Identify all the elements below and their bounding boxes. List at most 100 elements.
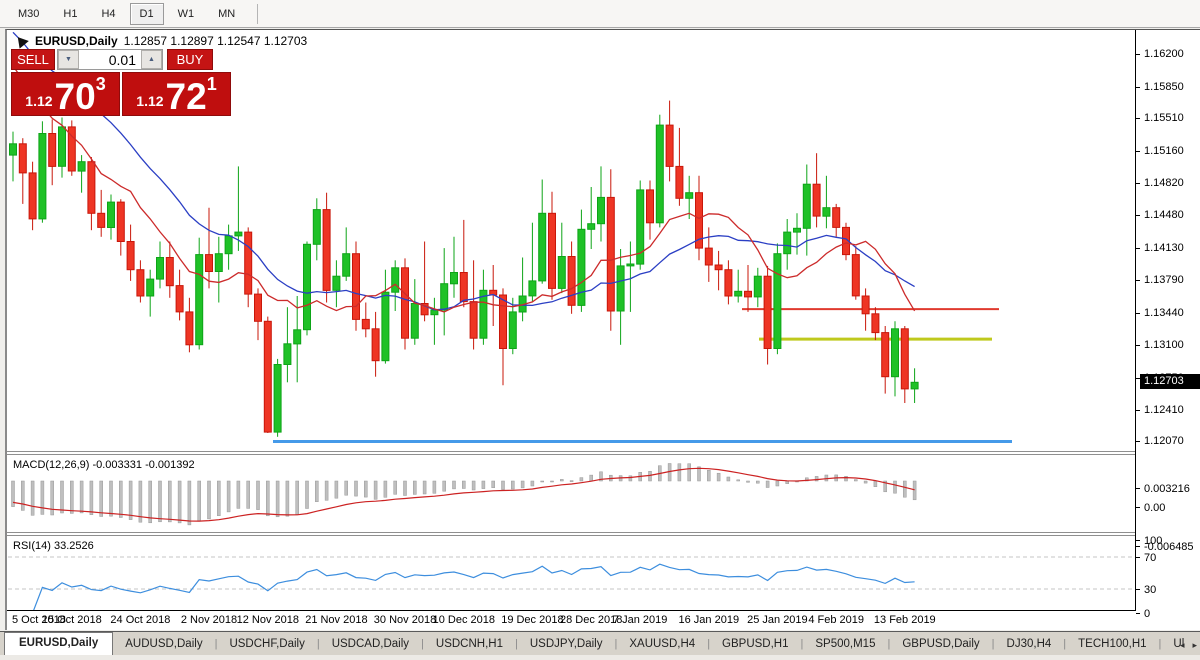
pane-separator[interactable] xyxy=(7,451,1135,455)
price-chart-pane[interactable] xyxy=(8,31,1135,451)
tab-separator: | xyxy=(707,638,711,650)
date-label: 13 Feb 2019 xyxy=(873,614,936,626)
price-axis-label: 1.14130 xyxy=(1144,242,1184,255)
date-label: 7 Jan 2019 xyxy=(612,614,668,626)
chart-symbol-period: EURUSD,Daily xyxy=(35,34,118,48)
macd-axis-tick xyxy=(1136,545,1140,547)
chart-tab-sp500-m15[interactable]: SP500,M15 xyxy=(815,638,876,650)
tab-separator: | xyxy=(800,638,804,650)
price-axis[interactable]: 1.12703 1.16200 1.15850 1.15510 1.15160 1.14… xyxy=(1136,30,1200,620)
price-axis-label: 1.13790 xyxy=(1144,273,1184,286)
sell-price-sup: 3 xyxy=(95,74,106,94)
x-axis-line xyxy=(7,610,1135,611)
chart-tab-usdcnh-h1[interactable]: USDCNH,H1 xyxy=(435,638,503,650)
buy-price-small: 1.12 xyxy=(136,93,164,109)
chart-tab-usdchf-daily[interactable]: USDCHF,Daily xyxy=(229,638,305,650)
chart-tab-xauusd-h4[interactable]: XAUUSD,H4 xyxy=(629,638,696,650)
tab-separator: | xyxy=(421,638,424,650)
price-axis-tick xyxy=(1136,215,1140,217)
volume-decrease-button[interactable]: ▼ xyxy=(58,50,79,69)
macd-indicator-pane[interactable] xyxy=(8,455,1135,532)
price-axis-tick xyxy=(1136,53,1140,55)
price-axis-label: 1.13100 xyxy=(1144,338,1184,351)
macd-axis-tick xyxy=(1136,507,1140,508)
price-axis-label: 1.14820 xyxy=(1144,177,1184,190)
rsi-axis-tick xyxy=(1136,540,1140,541)
price-axis-label: 1.14480 xyxy=(1144,209,1184,222)
chart-tab-audusd-daily[interactable]: AUDUSD,Daily xyxy=(125,638,203,650)
date-label: 19 Dec 2018 xyxy=(501,614,564,626)
timeframe-button-mn[interactable]: MN xyxy=(218,7,236,20)
timeframe-button-m30[interactable]: M30 xyxy=(18,7,40,20)
toolbar-separator xyxy=(257,3,259,24)
price-axis-tick xyxy=(1136,312,1140,314)
chart-tab-eurusd-daily[interactable]: EURUSD,Daily xyxy=(4,632,114,655)
price-axis-label: 1.12070 xyxy=(1144,435,1184,448)
price-axis-tick xyxy=(1136,86,1140,88)
date-label: 4 Feb 2019 xyxy=(808,614,865,626)
macd-axis-tick xyxy=(1136,487,1140,489)
chart-tab-dj30-h4[interactable]: DJ30,H4 xyxy=(1006,638,1052,650)
rsi-axis-label: 30 xyxy=(1144,584,1157,596)
current-bid-price-box: 1.12703 xyxy=(1140,374,1200,390)
chart-tab-usdcad-daily[interactable]: USDCAD,Daily xyxy=(331,638,410,650)
date-axis[interactable]: 5 Oct 2018 15 Oct 2018 24 Oct 2018 2 Nov 20… xyxy=(8,612,1135,630)
tab-scroll-right-icon[interactable]: ▸ xyxy=(1192,640,1197,650)
price-axis-label: 1.12410 xyxy=(1144,403,1184,416)
tab-separator: | xyxy=(614,638,618,650)
price-axis-tick xyxy=(1136,344,1140,346)
date-label: 5 Oct 2018 xyxy=(12,614,66,626)
chart-tab-tech100-h1[interactable]: TECH100,H1 xyxy=(1078,638,1147,650)
rsi-axis-tick xyxy=(1136,613,1140,614)
timeframe-button-h1[interactable]: H1 xyxy=(63,7,78,20)
one-click-trade-widget: SELL ▼ ▲ BUY 1.12 70 3 1.12 72 1 xyxy=(11,49,233,116)
date-label: 2 Nov 2018 xyxy=(180,614,238,626)
chart-tab-usdjpy-daily[interactable]: USDJPY,Daily xyxy=(529,638,603,650)
price-axis-label: 1.15850 xyxy=(1144,80,1184,93)
buy-price-sup: 1 xyxy=(206,74,217,94)
rsi-axis-label: 0 xyxy=(1144,608,1151,620)
price-axis-label: 1.13440 xyxy=(1144,306,1184,319)
date-label: 12 Nov 2018 xyxy=(236,614,299,626)
chart-tab-gbpusd-daily[interactable]: GBPUSD,Daily xyxy=(902,638,980,650)
y-axis-line xyxy=(1135,30,1136,611)
rsi-axis-tick xyxy=(1136,557,1140,558)
price-axis-label: 1.15510 xyxy=(1144,112,1184,125)
chart-tab-ul[interactable]: Ul xyxy=(1173,638,1185,650)
timeframe-toolbar: M30 H1 H4 D1 W1 MN xyxy=(0,0,1200,28)
buy-price-panel[interactable]: 1.12 72 1 xyxy=(122,72,231,116)
volume-increase-button[interactable]: ▲ xyxy=(141,50,162,69)
pane-separator[interactable] xyxy=(7,532,1135,536)
chart-tab-gbpusd-h1[interactable]: GBPUSD,H1 xyxy=(722,638,789,650)
date-label: 21 Nov 2018 xyxy=(305,614,368,626)
tab-separator: | xyxy=(214,638,218,650)
tab-separator: | xyxy=(1158,638,1162,650)
macd-axis-label: 0.003216 xyxy=(1144,482,1190,495)
timeframe-button-d1[interactable]: D1 xyxy=(129,2,164,25)
date-label: 10 Dec 2018 xyxy=(432,614,495,626)
tab-scroll-left-icon[interactable]: ◂ xyxy=(1179,640,1185,650)
chart-window[interactable]: EURUSD,Daily 1.12857 1.12897 1.12547 1.1… xyxy=(5,29,1200,630)
sell-price-panel[interactable]: 1.12 70 3 xyxy=(11,72,120,116)
timeframe-button-w1[interactable]: W1 xyxy=(177,7,195,20)
rsi-indicator-pane[interactable] xyxy=(8,536,1135,610)
tab-separator: | xyxy=(887,638,891,650)
date-label: 24 Oct 2018 xyxy=(110,614,171,626)
volume-input[interactable] xyxy=(79,50,141,69)
date-label: 28 Dec 2018 xyxy=(559,614,623,626)
rsi-label: RSI(14) 33.2526 xyxy=(13,540,94,552)
volume-stepper: ▼ ▲ xyxy=(57,49,163,70)
price-axis-tick xyxy=(1136,441,1140,443)
sell-price-big: 70 xyxy=(54,75,96,117)
tab-separator: | xyxy=(1063,638,1067,650)
tab-separator: | xyxy=(316,638,320,650)
chart-title: EURUSD,Daily 1.12857 1.12897 1.12547 1.1… xyxy=(13,33,307,49)
sell-button[interactable]: SELL xyxy=(11,49,55,70)
price-axis-tick xyxy=(1136,183,1140,185)
timeframe-button-h4[interactable]: H4 xyxy=(101,7,116,20)
buy-button[interactable]: BUY xyxy=(167,49,213,70)
chart-tab-bar: EURUSD,Daily AUDUSD,Daily | USDCHF,Daily | US… xyxy=(0,631,1200,655)
date-label: 16 Jan 2019 xyxy=(678,614,740,626)
tab-separator: | xyxy=(991,638,995,650)
